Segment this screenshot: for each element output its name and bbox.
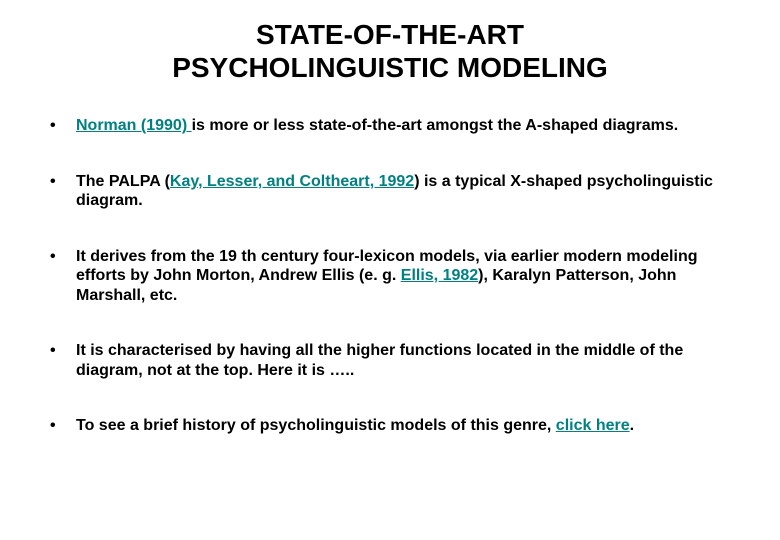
bullet-item: •It is characterised by having all the h… — [48, 341, 732, 380]
text-run: The PALPA ( — [76, 173, 170, 190]
bullet-item: •Norman (1990) is more or less state-of-… — [48, 116, 732, 136]
title-line-1: STATE-OF-THE-ART — [256, 19, 524, 50]
bullet-marker: • — [48, 416, 76, 436]
bullet-marker: • — [48, 116, 76, 136]
bullet-list: •Norman (1990) is more or less state-of-… — [48, 116, 732, 436]
citation-link[interactable]: Kay, Lesser, and Coltheart, 1992 — [170, 173, 414, 190]
bullet-text: To see a brief history of psycholinguist… — [76, 416, 732, 436]
bullet-text: It is characterised by having all the hi… — [76, 341, 732, 380]
citation-link[interactable]: click here — [556, 417, 630, 434]
citation-link[interactable]: Norman (1990) — [76, 117, 192, 134]
bullet-marker: • — [48, 341, 76, 361]
text-run: It is characterised by having all the hi… — [76, 342, 683, 379]
bullet-text: It derives from the 19 th century four-l… — [76, 247, 732, 306]
title-line-2: PSYCHOLINGUISTIC MODELING — [172, 52, 608, 83]
citation-link[interactable]: Ellis, 1982 — [401, 267, 478, 284]
bullet-marker: • — [48, 172, 76, 192]
slide-title: STATE-OF-THE-ART PSYCHOLINGUISTIC MODELI… — [48, 18, 732, 84]
bullet-text: Norman (1990) is more or less state-of-t… — [76, 116, 732, 136]
bullet-item: •To see a brief history of psycholinguis… — [48, 416, 732, 436]
text-run: To see a brief history of psycholinguist… — [76, 417, 556, 434]
slide-container: STATE-OF-THE-ART PSYCHOLINGUISTIC MODELI… — [0, 0, 780, 540]
text-run: is more or less state-of-the-art amongst… — [192, 117, 679, 134]
bullet-item: •The PALPA (Kay, Lesser, and Coltheart, … — [48, 172, 732, 211]
text-run: . — [630, 417, 634, 434]
bullet-item: •It derives from the 19 th century four-… — [48, 247, 732, 306]
bullet-text: The PALPA (Kay, Lesser, and Coltheart, 1… — [76, 172, 732, 211]
bullet-marker: • — [48, 247, 76, 267]
